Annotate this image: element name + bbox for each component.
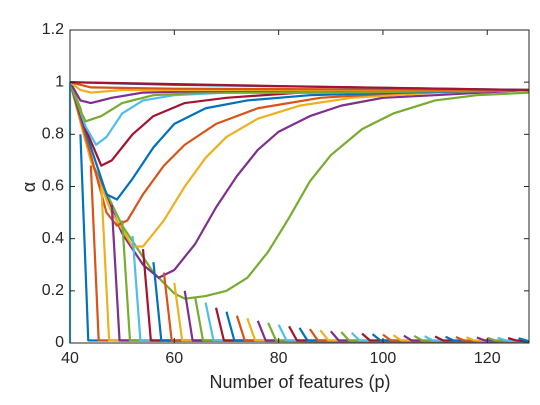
series-line [131, 235, 530, 343]
x-tick-label: 120 [474, 350, 501, 367]
series-line [68, 81, 530, 248]
y-tick-label: 1 [55, 73, 64, 90]
y-tick-label: 0 [55, 334, 64, 351]
series-line [100, 186, 530, 343]
y-axis-label: α [19, 182, 39, 192]
y-tick-label: 0.6 [42, 178, 64, 195]
series-line [69, 81, 530, 92]
series-line [162, 272, 530, 343]
series-line [68, 81, 530, 201]
x-tick-label: 60 [165, 350, 183, 367]
y-tick-label: 1.2 [42, 21, 64, 38]
series-line [69, 81, 530, 92]
series-line [110, 204, 530, 343]
x-axis-label: Number of features (p) [209, 372, 390, 392]
x-tick-label: 80 [270, 350, 288, 367]
series-line [518, 337, 530, 343]
axes-box [69, 29, 530, 344]
y-tick-label: 0.2 [42, 282, 64, 299]
y-tick-label: 0.8 [42, 126, 64, 143]
x-tick-label: 40 [61, 350, 79, 367]
series-line [89, 165, 530, 343]
series-line [68, 81, 530, 300]
x-tick-label: 100 [370, 350, 397, 367]
series-line [68, 81, 530, 279]
series-line [68, 81, 530, 227]
series-line [507, 336, 530, 343]
y-tick-label: 0.4 [42, 230, 64, 247]
series-line [121, 220, 530, 343]
series-line [68, 81, 530, 123]
series-line [152, 262, 530, 343]
